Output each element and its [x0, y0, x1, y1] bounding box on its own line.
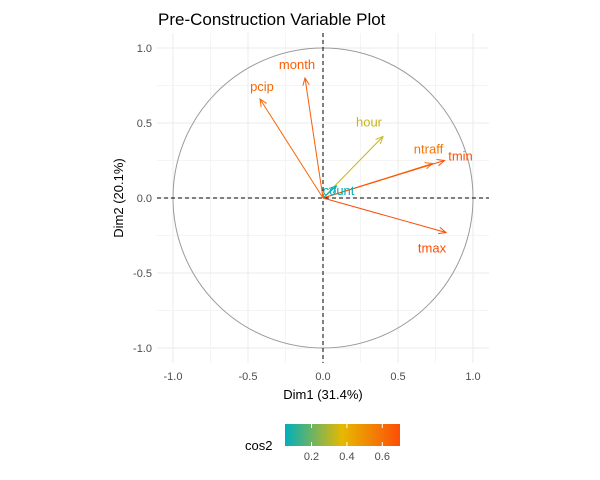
- y-tick-label: 0.5: [137, 118, 152, 130]
- arrow-pcip: [259, 97, 324, 199]
- y-tick-label: -1.0: [133, 343, 152, 355]
- chart-title: Pre-Construction Variable Plot: [158, 10, 386, 29]
- y-axis-title: Dim2 (20.1%): [111, 158, 126, 237]
- legend-tick-label: 0.6: [375, 451, 390, 463]
- variable-arrows: [259, 76, 448, 235]
- variable-label-tmin: tmin: [448, 149, 473, 164]
- x-tick-label: 0.5: [390, 371, 405, 383]
- variable-labels: month pcip hour ntraff tmin count tmax: [250, 57, 473, 256]
- arrow-head: [302, 76, 310, 86]
- reference-lines: [157, 33, 489, 363]
- y-tick-label: -0.5: [133, 268, 152, 280]
- arrow-month: [302, 76, 324, 199]
- variable-label-pcip: pcip: [250, 79, 274, 94]
- arrow-head: [438, 227, 448, 235]
- arrow-shaft: [322, 160, 445, 199]
- arrow-shaft: [322, 185, 337, 199]
- arrow-tmax: [322, 197, 448, 235]
- axis-ticks: -1.0 -0.5 0.0 0.5 1.0 -1.0 -0.5 0.0 0.5 1.0: [133, 43, 481, 383]
- arrow-hour: [322, 135, 384, 199]
- variable-label-month: month: [279, 57, 315, 72]
- cos2-legend: cos2 0.2 0.4 0.6: [245, 424, 400, 463]
- variable-label-ntraff: ntraff: [414, 142, 444, 157]
- variable-label-count: count: [323, 183, 355, 198]
- x-axis-title: Dim1 (31.4%): [283, 387, 362, 402]
- arrow-count: [322, 185, 338, 199]
- legend-ticks: 0.2 0.4 0.6: [304, 424, 390, 463]
- legend-tick-label: 0.4: [339, 451, 354, 463]
- x-tick-label: -1.0: [164, 371, 183, 383]
- variable-label-tmax: tmax: [418, 241, 447, 256]
- x-tick-label: 0.0: [315, 371, 330, 383]
- arrow-head: [424, 162, 434, 170]
- legend-title: cos2: [245, 438, 272, 453]
- y-tick-label: 1.0: [137, 43, 152, 55]
- legend-tick-label: 0.2: [304, 451, 319, 463]
- arrow-head: [259, 97, 267, 107]
- arrow-head: [328, 185, 338, 194]
- x-tick-label: 1.0: [465, 371, 480, 383]
- arrow-shaft: [322, 136, 384, 199]
- arrow-head: [375, 135, 384, 145]
- variable-label-hour: hour: [356, 115, 383, 130]
- arrow-shaft: [304, 77, 324, 199]
- x-tick-label: -0.5: [239, 371, 258, 383]
- arrow-shaft: [322, 197, 447, 233]
- arrow-shaft: [259, 98, 324, 199]
- arrow-tmin: [322, 159, 446, 199]
- legend-color-bar: [285, 424, 400, 446]
- y-tick-label: 0.0: [137, 193, 152, 205]
- arrow-head: [436, 159, 446, 167]
